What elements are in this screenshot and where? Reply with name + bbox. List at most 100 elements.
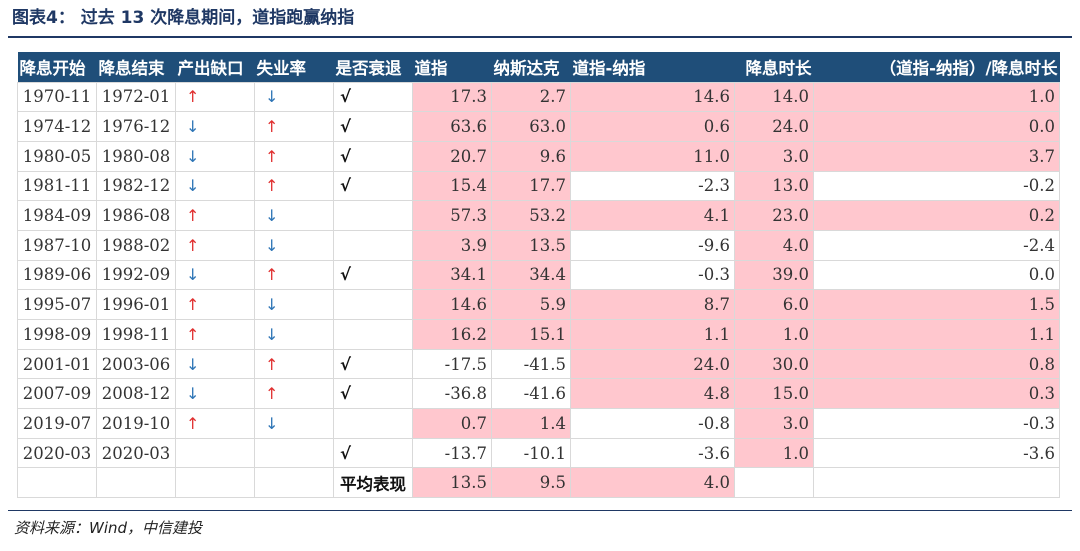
nasdaq-cell: 1.4 — [491, 408, 571, 439]
arrow-up-icon: ↑ — [265, 384, 279, 404]
cut-end-cell: 1972-01 — [96, 81, 176, 113]
duration-cell: 14.0 — [734, 81, 814, 113]
header-recession: 是否衰退 — [335, 58, 402, 78]
nasdaq-cell: 13.5 — [491, 229, 571, 261]
table-row: 2020-03 2020-03 √ -13.7 -10.1 -3.6 1.0 -3.6 — [17, 437, 1060, 469]
output-gap-cell: ↓ — [175, 348, 255, 380]
recession-cell: √ — [333, 140, 413, 172]
duration-cell: 6.0 — [734, 289, 814, 320]
empty-cell — [813, 467, 1060, 499]
table-row: 1981-11 1982-12 ↓ ↑ √ 15.4 17.7 -2.3 13.0 -0.2 — [17, 170, 1060, 202]
cut-start-cell: 2020-03 — [17, 437, 97, 469]
duration-cell: 4.0 — [734, 229, 814, 261]
unemployment-cell: ↓ — [254, 408, 334, 439]
header-nasdaq: 纳斯达克 — [493, 58, 560, 78]
recession-cell: √ — [333, 81, 413, 113]
arrow-up-icon: ↑ — [265, 265, 279, 285]
arrow-down-icon: ↓ — [186, 265, 200, 285]
output-gap-cell — [175, 437, 255, 469]
cut-end-cell: 1992-09 — [96, 259, 176, 291]
table-row: 1984-09 1986-08 ↑ ↓ 57.3 53.2 4.1 23.0 0.2 — [17, 200, 1060, 231]
nasdaq-cell: -41.5 — [491, 348, 571, 380]
cut-end-cell: 1976-12 — [96, 111, 176, 142]
diff-cell: 24.0 — [570, 348, 735, 380]
output-gap-cell: ↑ — [175, 229, 255, 261]
dow-cell: 63.6 — [412, 111, 492, 142]
recession-cell — [333, 200, 413, 231]
header-diff: 道指-纳指 — [572, 58, 646, 78]
arrow-up-icon: ↑ — [265, 117, 279, 137]
dow-cell: 0.7 — [412, 408, 492, 439]
rate-cut-table: 降息开始 降息结束 产出缺口 失业率 是否衰退 道指 纳斯达克 道指-纳指 降息… — [17, 52, 1060, 499]
arrow-down-icon: ↓ — [265, 235, 279, 255]
unemployment-cell: ↓ — [254, 200, 334, 231]
unemployment-cell: ↑ — [254, 170, 334, 202]
arrow-down-icon: ↓ — [186, 384, 200, 404]
cut-end-cell: 1982-12 — [96, 170, 176, 202]
unemployment-cell: ↓ — [254, 81, 334, 113]
dow-cell: 15.4 — [412, 170, 492, 202]
arrow-up-icon: ↑ — [265, 354, 279, 374]
recession-cell: √ — [333, 259, 413, 291]
output-gap-cell: ↑ — [175, 81, 255, 113]
arrow-up-icon: ↑ — [186, 295, 200, 315]
cut-end-cell: 1988-02 — [96, 229, 176, 261]
ratio-cell: -0.2 — [813, 170, 1060, 202]
empty-cell — [96, 467, 176, 499]
table-row: 2019-07 2019-10 ↑ ↓ 0.7 1.4 -0.8 3.0 -0.3 — [17, 408, 1060, 439]
cut-start-cell: 2001-01 — [17, 348, 97, 380]
dow-cell: -13.7 — [412, 437, 492, 469]
unemployment-cell: ↓ — [254, 289, 334, 320]
diff-cell: 0.6 — [570, 111, 735, 142]
unemployment-cell: ↑ — [254, 140, 334, 172]
arrow-up-icon: ↑ — [186, 324, 200, 344]
arrow-down-icon: ↓ — [186, 354, 200, 374]
arrow-up-icon: ↑ — [186, 206, 200, 226]
ratio-cell: 1.5 — [813, 289, 1060, 320]
ratio-cell: 0.8 — [813, 348, 1060, 380]
cut-start-cell: 1974-12 — [17, 111, 97, 142]
table-row: 1970-11 1972-01 ↑ ↓ √ 17.3 2.7 14.6 14.0 1.0 — [17, 81, 1060, 113]
recession-cell: √ — [333, 378, 413, 410]
header-output-gap: 产出缺口 — [177, 58, 244, 78]
ratio-cell: 0.0 — [813, 259, 1060, 291]
table-body: 1970-11 1972-01 ↑ ↓ √ 17.3 2.7 14.6 14.0 1.0 1974-… — [17, 81, 1060, 499]
arrow-down-icon: ↓ — [186, 176, 200, 196]
output-gap-cell: ↓ — [175, 378, 255, 410]
output-gap-cell: ↑ — [175, 200, 255, 231]
footer-divider — [8, 510, 1072, 511]
duration-cell: 1.0 — [734, 319, 814, 350]
diff-cell: 4.1 — [570, 200, 735, 231]
output-gap-cell: ↑ — [175, 408, 255, 439]
table-row: 2001-01 2003-06 ↓ ↑ √ -17.5 -41.5 24.0 30.0 0.8 — [17, 348, 1060, 380]
arrow-down-icon: ↓ — [265, 295, 279, 315]
header-ratio: （道指-纳指）/降息时长 — [879, 58, 1058, 78]
cut-end-cell: 2020-03 — [96, 437, 176, 469]
recession-cell: √ — [333, 348, 413, 380]
duration-cell: 23.0 — [734, 200, 814, 231]
arrow-down-icon: ↓ — [186, 146, 200, 166]
recession-cell — [333, 289, 413, 320]
dow-cell: 57.3 — [412, 200, 492, 231]
table-row: 1989-06 1992-09 ↓ ↑ √ 34.1 34.4 -0.3 39.0 0.0 — [17, 259, 1060, 291]
cut-start-cell: 1984-09 — [17, 200, 97, 231]
dow-cell: 17.3 — [412, 81, 492, 113]
table-row: 2007-09 2008-12 ↓ ↑ √ -36.8 -41.6 4.8 15.0 0.3 — [17, 378, 1060, 410]
dow-cell: 20.7 — [412, 140, 492, 172]
avg-dow-cell: 13.5 — [412, 467, 492, 499]
arrow-down-icon: ↓ — [186, 117, 200, 137]
header-dow: 道指 — [414, 58, 448, 78]
arrow-down-icon: ↓ — [265, 87, 279, 107]
ratio-cell: 0.0 — [813, 111, 1060, 142]
dow-cell: 16.2 — [412, 319, 492, 350]
recession-cell: √ — [333, 437, 413, 469]
dow-cell: 3.9 — [412, 229, 492, 261]
arrow-down-icon: ↓ — [265, 413, 279, 433]
cut-start-cell: 1998-09 — [17, 319, 97, 350]
arrow-down-icon: ↓ — [265, 206, 279, 226]
table-row: 1987-10 1988-02 ↑ ↓ 3.9 13.5 -9.6 4.0 -2.4 — [17, 229, 1060, 261]
unemployment-cell: ↑ — [254, 378, 334, 410]
nasdaq-cell: 34.4 — [491, 259, 571, 291]
dow-cell: 34.1 — [412, 259, 492, 291]
figure-title: 图表4： 过去 13 次降息期间，道指跑赢纳指 — [12, 8, 355, 28]
